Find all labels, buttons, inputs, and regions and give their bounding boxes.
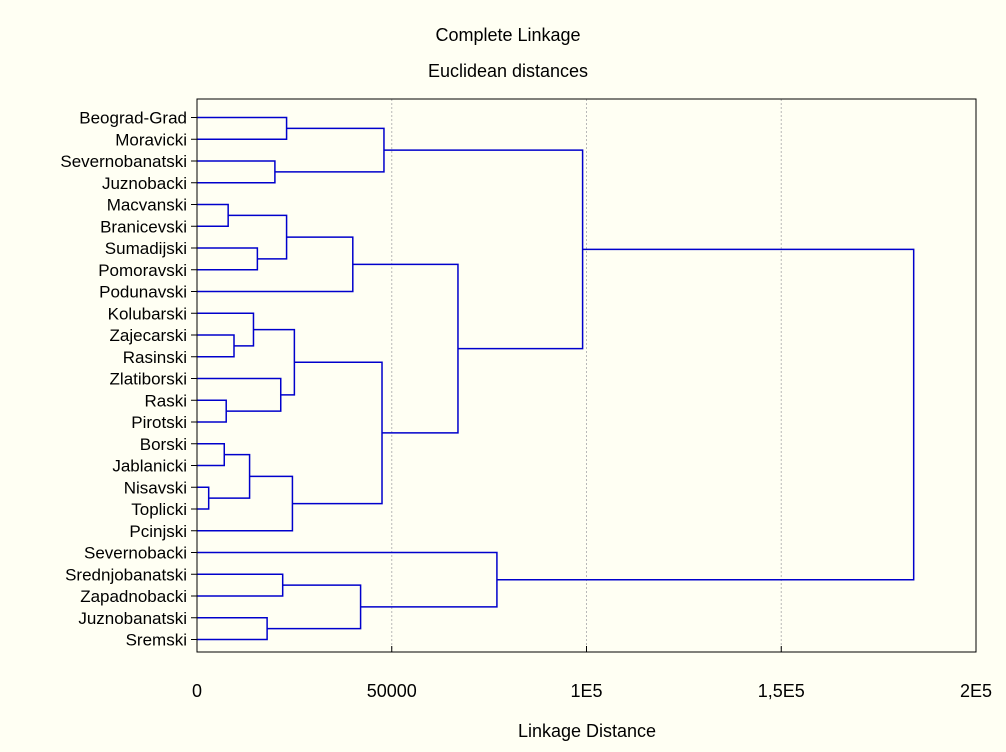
leaf-label: Zlatiborski (110, 370, 187, 389)
leaf-label: Juznobanatski (78, 609, 187, 628)
x-axis-label: Linkage Distance (518, 721, 656, 741)
leaf-label: Raski (144, 391, 187, 410)
dendrogram-link (253, 328, 296, 396)
dendrogram-link (197, 312, 255, 347)
chart-title: Complete Linkage (435, 25, 580, 45)
x-tick-label: 50000 (367, 681, 417, 701)
x-tick-label: 0 (192, 681, 202, 701)
dendrogram-link (208, 453, 251, 499)
leaf-label: Zapadnobacki (80, 587, 187, 606)
dendrogram-link (197, 377, 282, 412)
dendrogram-link (197, 236, 354, 293)
dendrogram-link (197, 551, 498, 608)
chart-subtitle: Euclidean distances (428, 61, 588, 81)
leaf-label: Sumadijski (105, 239, 187, 258)
leaf-label: Moravicki (115, 130, 187, 149)
dendrogram-link (197, 573, 284, 597)
x-tick-label: 1E5 (570, 681, 602, 701)
dendrogram-link (197, 617, 268, 641)
leaf-label: Pomoravski (98, 261, 187, 280)
x-axis-ticks: 0 50000 1E5 1,5E5 2E5 (192, 646, 992, 701)
dendrogram-link (197, 203, 229, 227)
dendrogram-link (352, 263, 459, 434)
leaf-label: Toplicki (131, 500, 187, 519)
x-tick-label: 1,5E5 (758, 681, 805, 701)
grid-lines (391, 99, 782, 652)
leaf-label: Sremski (126, 631, 187, 650)
leaf-label: Jablanicki (112, 457, 187, 476)
leaf-label: Pirotski (131, 413, 187, 432)
dendrogram-link (197, 160, 276, 184)
dendrogram-branches (197, 116, 915, 641)
dendrogram-link (197, 116, 288, 140)
leaf-label: Severnobacki (84, 544, 187, 563)
leaf-label: Srednjobanatski (65, 565, 187, 584)
leaf-labels: Beograd-Grad Moravicki Severnobanatski Juzn… (60, 109, 197, 650)
dendrogram-link (496, 248, 915, 581)
leaf-label: Branicevski (100, 217, 187, 236)
leaf-label: Nisavski (124, 478, 187, 497)
leaf-label: Macvanski (107, 196, 187, 215)
dendrogram-link (197, 475, 294, 532)
dendrogram-link (197, 399, 227, 423)
dendrogram-link (267, 584, 362, 630)
leaf-label: Borski (140, 435, 187, 454)
x-tick-label: 2E5 (960, 681, 992, 701)
dendrogram-link (197, 443, 226, 467)
dendrogram-link (197, 486, 210, 510)
leaf-label: Severnobanatski (60, 152, 187, 171)
dendrogram-link (383, 149, 584, 350)
leaf-label: Zajecarski (110, 326, 187, 345)
leaf-label: Kolubarski (108, 304, 187, 323)
leaf-label: Juznobacki (102, 174, 187, 193)
dendrogram-link (197, 247, 259, 271)
leaf-label: Rasinski (123, 348, 187, 367)
dendrogram-link (197, 334, 235, 358)
dendrogram-link (292, 361, 383, 505)
leaf-label: Beograd-Grad (79, 109, 187, 128)
dendrogram-link (274, 127, 385, 173)
leaf-label: Podunavski (99, 283, 187, 302)
leaf-label: Pcinjski (129, 522, 187, 541)
